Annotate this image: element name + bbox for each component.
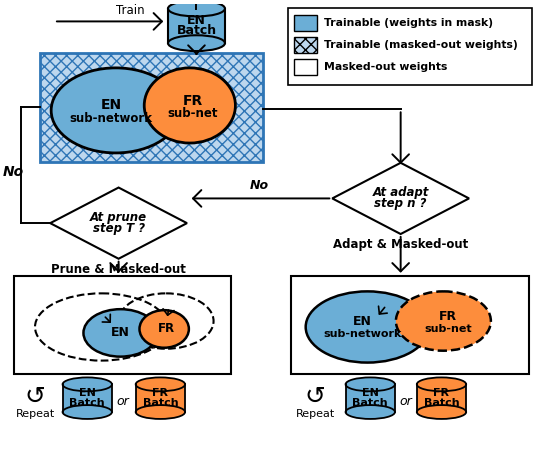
Text: EN: EN bbox=[100, 99, 122, 112]
Text: FR: FR bbox=[434, 388, 450, 398]
Text: sub-network: sub-network bbox=[70, 112, 152, 125]
Bar bbox=[136, 384, 185, 412]
Bar bbox=[14, 275, 230, 374]
Text: or: or bbox=[116, 395, 129, 408]
Text: ↺: ↺ bbox=[25, 385, 46, 409]
Text: At prune: At prune bbox=[90, 211, 147, 224]
Ellipse shape bbox=[417, 405, 466, 419]
Text: sub-net: sub-net bbox=[167, 107, 218, 120]
Text: sub-network: sub-network bbox=[324, 329, 402, 339]
Text: Adapt & Masked-out: Adapt & Masked-out bbox=[333, 238, 468, 251]
Text: Batch: Batch bbox=[142, 398, 178, 408]
Text: EN: EN bbox=[111, 326, 130, 339]
Text: step T ?: step T ? bbox=[93, 222, 145, 235]
Ellipse shape bbox=[136, 405, 185, 419]
Bar bbox=[417, 384, 466, 412]
Polygon shape bbox=[50, 188, 187, 259]
Ellipse shape bbox=[144, 68, 235, 143]
Bar bbox=[168, 9, 225, 43]
Bar bbox=[62, 384, 112, 412]
Bar bbox=[294, 59, 317, 75]
Text: EN: EN bbox=[187, 14, 206, 27]
Text: Batch: Batch bbox=[69, 398, 105, 408]
Text: Batch: Batch bbox=[353, 398, 388, 408]
Text: Prune & Masked-out: Prune & Masked-out bbox=[51, 263, 186, 276]
Text: Batch: Batch bbox=[176, 24, 217, 37]
Ellipse shape bbox=[136, 378, 185, 391]
Text: EN: EN bbox=[353, 315, 372, 328]
Ellipse shape bbox=[345, 378, 395, 391]
Text: Train: Train bbox=[116, 4, 145, 18]
Ellipse shape bbox=[140, 310, 189, 348]
Text: At adapt: At adapt bbox=[373, 186, 429, 199]
Bar bbox=[345, 384, 395, 412]
Text: No: No bbox=[3, 165, 24, 179]
Ellipse shape bbox=[345, 405, 395, 419]
Text: Trainable (weights in mask): Trainable (weights in mask) bbox=[324, 18, 493, 28]
Text: ↺: ↺ bbox=[305, 385, 326, 409]
Text: sub-net: sub-net bbox=[424, 324, 472, 334]
Ellipse shape bbox=[51, 68, 180, 153]
Bar bbox=[40, 53, 263, 162]
Ellipse shape bbox=[62, 405, 112, 419]
Text: FR: FR bbox=[152, 388, 169, 398]
Text: FR: FR bbox=[157, 323, 175, 335]
Bar bbox=[291, 275, 529, 374]
Text: Batch: Batch bbox=[424, 398, 459, 408]
Text: Masked-out weights: Masked-out weights bbox=[324, 62, 447, 72]
Ellipse shape bbox=[168, 0, 225, 17]
Ellipse shape bbox=[62, 378, 112, 391]
Ellipse shape bbox=[168, 35, 225, 51]
Bar bbox=[294, 15, 317, 32]
Text: Trainable (masked-out weights): Trainable (masked-out weights) bbox=[324, 40, 517, 50]
Text: FR: FR bbox=[439, 310, 457, 323]
FancyBboxPatch shape bbox=[287, 8, 532, 85]
Text: or: or bbox=[399, 395, 412, 408]
Text: Repeat: Repeat bbox=[296, 409, 335, 419]
Text: step n ?: step n ? bbox=[374, 198, 427, 210]
Ellipse shape bbox=[396, 292, 491, 351]
Text: EN: EN bbox=[79, 388, 95, 398]
Text: Repeat: Repeat bbox=[16, 409, 55, 419]
Ellipse shape bbox=[417, 378, 466, 391]
Ellipse shape bbox=[84, 309, 157, 357]
Text: EN: EN bbox=[362, 388, 379, 398]
Text: No: No bbox=[250, 180, 269, 193]
Ellipse shape bbox=[306, 292, 429, 363]
Bar bbox=[294, 37, 317, 53]
Polygon shape bbox=[332, 163, 469, 234]
Text: FR: FR bbox=[182, 94, 203, 108]
